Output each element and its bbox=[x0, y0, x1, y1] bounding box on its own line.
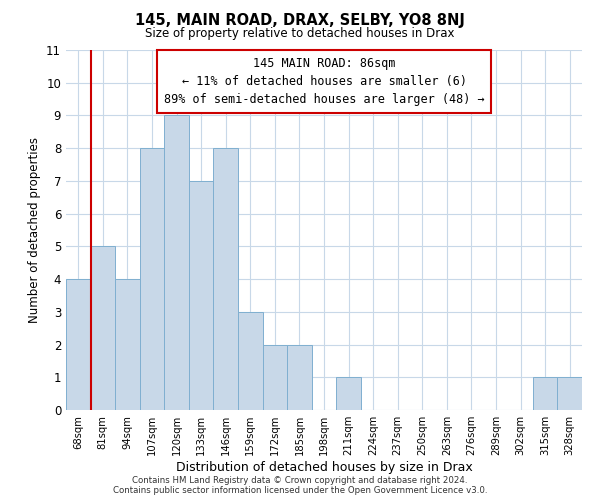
Bar bbox=[66, 279, 91, 410]
Bar bbox=[91, 246, 115, 410]
Text: Contains HM Land Registry data © Crown copyright and database right 2024.: Contains HM Land Registry data © Crown c… bbox=[132, 476, 468, 485]
X-axis label: Distribution of detached houses by size in Drax: Distribution of detached houses by size … bbox=[176, 461, 472, 474]
Text: 145, MAIN ROAD, DRAX, SELBY, YO8 8NJ: 145, MAIN ROAD, DRAX, SELBY, YO8 8NJ bbox=[135, 12, 465, 28]
Bar bbox=[214, 148, 238, 410]
Bar bbox=[140, 148, 164, 410]
Text: 145 MAIN ROAD: 86sqm
← 11% of detached houses are smaller (6)
89% of semi-detach: 145 MAIN ROAD: 86sqm ← 11% of detached h… bbox=[164, 57, 484, 106]
Bar bbox=[287, 344, 312, 410]
Bar bbox=[533, 378, 557, 410]
Bar bbox=[189, 181, 214, 410]
Bar bbox=[164, 116, 189, 410]
Text: Contains public sector information licensed under the Open Government Licence v3: Contains public sector information licen… bbox=[113, 486, 487, 495]
Bar bbox=[263, 344, 287, 410]
Text: Size of property relative to detached houses in Drax: Size of property relative to detached ho… bbox=[145, 28, 455, 40]
Bar bbox=[115, 279, 140, 410]
Bar bbox=[557, 378, 582, 410]
Bar bbox=[238, 312, 263, 410]
Y-axis label: Number of detached properties: Number of detached properties bbox=[28, 137, 41, 323]
Bar bbox=[336, 378, 361, 410]
